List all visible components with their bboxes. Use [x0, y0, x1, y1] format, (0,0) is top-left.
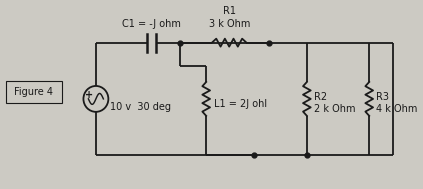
Text: R2
2 k Ohm: R2 2 k Ohm: [313, 92, 355, 114]
Text: Figure 4: Figure 4: [14, 88, 53, 98]
Text: +: +: [85, 90, 93, 100]
FancyBboxPatch shape: [6, 81, 62, 103]
Text: C1 = -J ohm: C1 = -J ohm: [122, 19, 181, 29]
Text: 10 v  30 deg: 10 v 30 deg: [110, 102, 171, 112]
Text: R3
4 k Ohm: R3 4 k Ohm: [376, 92, 418, 114]
Text: L1 = 2J ohl: L1 = 2J ohl: [214, 99, 267, 109]
Text: R1
3 k Ohm: R1 3 k Ohm: [209, 6, 250, 29]
